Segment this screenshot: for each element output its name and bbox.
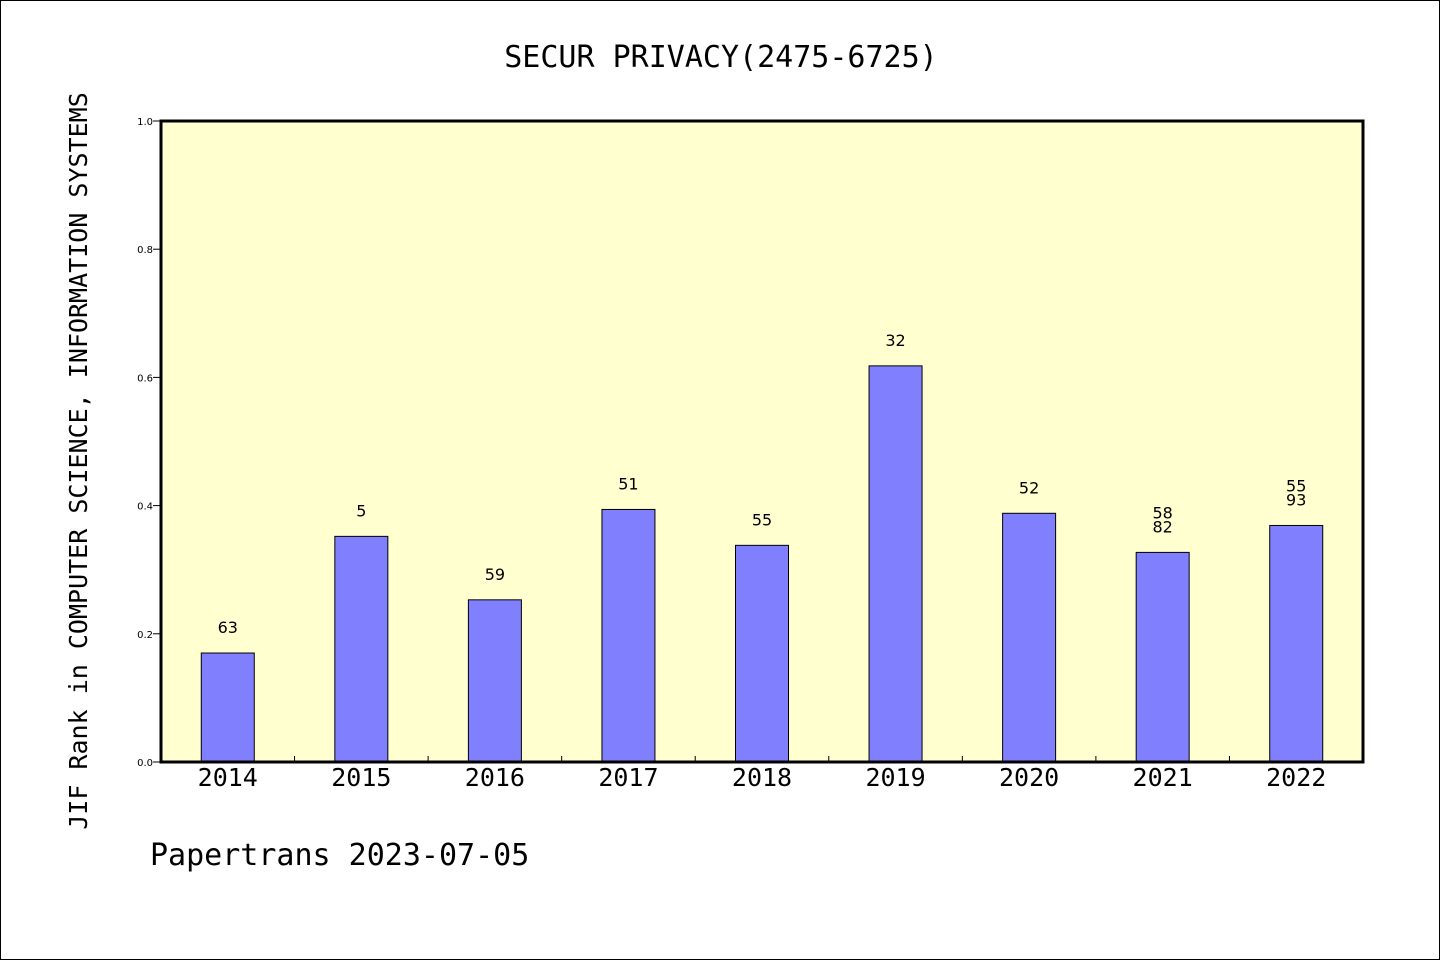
data-label: 55 (752, 510, 772, 529)
y-axis-label: JIF Rank in COMPUTER SCIENCE, INFORMATIO… (64, 92, 93, 830)
footer-text: Papertrans 2023-07-05 (150, 838, 529, 873)
chart-title: SECUR PRIVACY(2475-6725) (504, 40, 937, 75)
data-label: 55 (1286, 476, 1306, 495)
x-tick-label: 2014 (198, 763, 258, 792)
y-tick-label: 0.4 (137, 502, 153, 513)
x-axis-ticks: 2014 2015 2016 2017 2018 2019 2020 2021 2022 (198, 756, 1326, 792)
data-label: 93 (1286, 490, 1306, 509)
bar-2017 (601, 508, 656, 763)
bar-2016 (467, 599, 522, 763)
x-tick-label: 2017 (598, 763, 658, 792)
y-axis-ticks: 0.0 0.2 0.4 0.6 0.8 1.0 (137, 117, 161, 769)
bar-2019 (868, 365, 923, 763)
data-label: 52 (1019, 478, 1039, 497)
x-tick-label: 2020 (999, 763, 1059, 792)
data-label: 63 (218, 618, 238, 637)
bars-group (200, 365, 1324, 763)
y-tick-label: 0.2 (137, 630, 153, 641)
x-tick-label: 2018 (732, 763, 792, 792)
y-tick-label: 0.0 (137, 758, 153, 769)
y-tick-label: 0.6 (137, 373, 153, 384)
x-tick-label: 2016 (465, 763, 525, 792)
data-label: 82 (1152, 517, 1172, 536)
plot-frame (159, 119, 1365, 764)
bar-2015 (334, 535, 389, 763)
data-label: 59 (485, 565, 505, 584)
data-label: 51 (618, 474, 638, 493)
bar-2022 (1269, 524, 1324, 763)
y-tick-label: 1.0 (137, 117, 153, 128)
x-tick-label: 2019 (865, 763, 925, 792)
bar-2018 (735, 544, 789, 763)
x-tick-label: 2022 (1266, 763, 1326, 792)
data-label: 58 (1152, 503, 1172, 522)
y-tick-label: 0.8 (137, 245, 153, 256)
x-tick-label: 2021 (1133, 763, 1193, 792)
x-tick-label: 2015 (331, 763, 391, 792)
bar-2020 (1002, 512, 1057, 763)
bar-2014 (200, 652, 255, 763)
bar-2021 (1135, 551, 1190, 763)
data-label: 32 (885, 331, 905, 350)
data-label: 5 (356, 501, 366, 520)
